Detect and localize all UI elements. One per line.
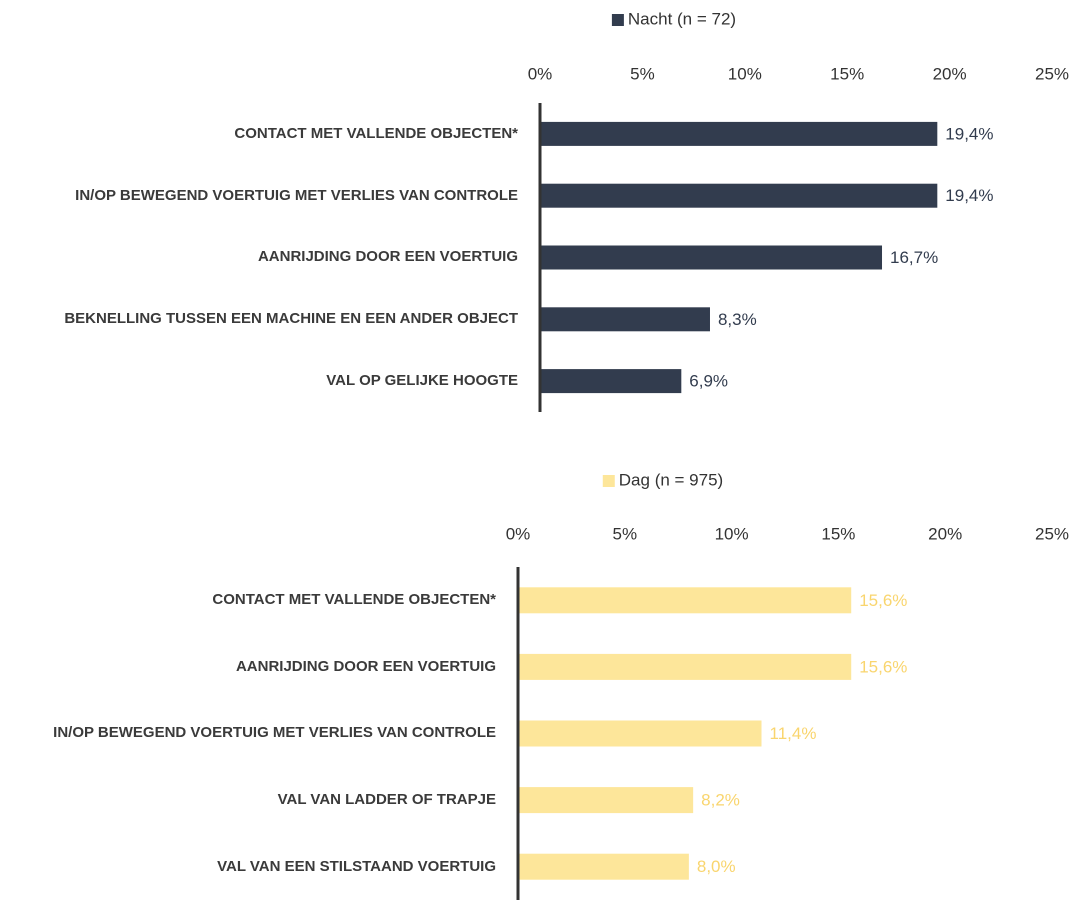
category-label: AANRIJDING DOOR EEN VOERTUIG [235, 657, 496, 675]
legend-label: Dag (n = 975) [619, 470, 723, 489]
category-label: VAL OP GELIJKE HOOGTE [326, 372, 518, 390]
category-label: BEKNELLING TUSSEN EEN MACHINE EN EEN AND… [64, 310, 518, 328]
bar [540, 245, 883, 270]
bar [540, 121, 938, 146]
value-label: 8,0% [697, 857, 736, 876]
category-label: AANRIJDING DOOR EEN VOERTUIG [257, 248, 518, 266]
legend-label: Nacht (n = 72) [628, 9, 736, 28]
bar [518, 787, 694, 814]
legend-swatch [602, 475, 615, 487]
x-tick-label: 25% [1035, 64, 1069, 83]
legend-swatch [611, 14, 624, 26]
category-label: CONTACT MET VALLENDE OBJECTEN* [212, 591, 496, 609]
value-label: 11,4% [770, 724, 817, 743]
x-tick-label: 25% [1035, 524, 1069, 543]
x-tick-label: 10% [715, 524, 749, 543]
bar [518, 720, 762, 747]
x-tick-label: 10% [728, 64, 762, 83]
bar [540, 307, 710, 332]
value-label: 8,3% [718, 310, 757, 329]
value-label: 16,7% [890, 248, 938, 267]
x-tick-label: 15% [821, 524, 855, 543]
x-tick-label: 5% [613, 524, 638, 543]
category-label: VAL VAN EEN STILSTAAND VOERTUIG [217, 857, 496, 875]
x-tick-label: 0% [528, 64, 553, 83]
bar [540, 369, 682, 394]
x-tick-label: 5% [630, 64, 655, 83]
bar [518, 853, 689, 880]
category-label: IN/OP BEWEGEND VOERTUIG MET VERLIES VAN … [53, 724, 496, 742]
value-label: 6,9% [689, 372, 728, 391]
value-label: 15,6% [859, 591, 907, 610]
value-label: 19,4% [945, 186, 993, 205]
value-label: 19,4% [945, 124, 993, 143]
bar [518, 653, 852, 680]
bar [518, 587, 852, 614]
bar [540, 183, 938, 208]
value-label: 8,2% [701, 791, 740, 810]
x-tick-label: 20% [933, 64, 967, 83]
category-label: CONTACT MET VALLENDE OBJECTEN* [234, 124, 518, 142]
value-label: 15,6% [859, 657, 907, 676]
x-tick-label: 20% [928, 524, 962, 543]
x-tick-label: 0% [506, 524, 531, 543]
x-tick-label: 15% [830, 64, 864, 83]
category-label: IN/OP BEWEGEND VOERTUIG MET VERLIES VAN … [75, 186, 518, 204]
category-label: VAL VAN LADDER OF TRAPJE [277, 791, 496, 809]
